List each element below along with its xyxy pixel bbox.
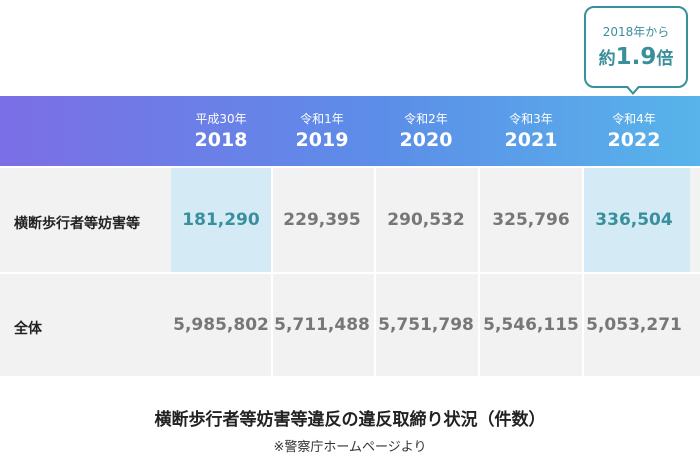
table-row: 全体 5,985,802 5,711,488 5,751,798 5,546,1… — [0, 274, 700, 376]
header-col-2019: 令和1年 2019 — [272, 96, 372, 151]
source-note: ※警察庁ホームページより — [273, 440, 427, 455]
cell-2022: 5,053,271 — [586, 315, 682, 335]
header-col-2020: 令和2年 2020 — [376, 96, 476, 151]
cell-2018: 5,985,802 — [173, 315, 269, 335]
header-era: 令和1年 — [300, 112, 344, 126]
callout-suffix: 倍 — [656, 49, 674, 69]
callout-label: 2018年から — [602, 25, 670, 39]
header-year: 2021 — [504, 129, 558, 151]
header-era: 令和2年 — [404, 112, 448, 126]
cell-2021: 5,546,115 — [483, 315, 579, 335]
row-divider — [0, 272, 700, 274]
header-year: 2020 — [399, 129, 453, 151]
header-year: 2018 — [194, 129, 248, 151]
callout-value: 1.9 — [615, 44, 657, 70]
cell-2022: 336,504 — [595, 210, 673, 230]
header-era: 令和4年 — [612, 112, 656, 126]
cell-2021: 325,796 — [492, 210, 570, 230]
highlight-2022-cell — [584, 168, 690, 272]
cell-2018: 181,290 — [182, 210, 260, 230]
row-label: 全体 — [14, 321, 42, 337]
cell-2019: 5,711,488 — [274, 315, 370, 335]
table-row: 横断歩行者等妨害等 181,290 229,395 290,532 325,79… — [0, 168, 700, 272]
row-label: 横断歩行者等妨害等 — [14, 216, 140, 232]
cell-2020: 290,532 — [387, 210, 465, 230]
callout-prefix: 約 — [598, 49, 616, 69]
table-caption: 横断歩行者等妨害等違反の違反取締り状況（件数） — [154, 410, 546, 430]
comparison-callout: 2018年から 約1.9倍 — [584, 6, 688, 88]
header-era: 平成30年 — [195, 112, 247, 126]
header-col-2018: 平成30年 2018 — [171, 96, 271, 151]
header-col-2022: 令和4年 2022 — [584, 96, 684, 151]
callout-value-line: 約1.9倍 — [586, 44, 686, 70]
header-era: 令和3年 — [509, 112, 553, 126]
cell-2019: 229,395 — [283, 210, 361, 230]
table-header: 平成30年 2018 令和1年 2019 令和2年 2020 令和3年 2021… — [0, 96, 700, 166]
cell-2020: 5,751,798 — [378, 315, 474, 335]
header-year: 2022 — [607, 129, 661, 151]
callout-tail-inner — [627, 85, 639, 92]
header-year: 2019 — [295, 129, 349, 151]
header-col-2021: 令和3年 2021 — [481, 96, 581, 151]
highlight-2018-cell — [171, 168, 271, 272]
